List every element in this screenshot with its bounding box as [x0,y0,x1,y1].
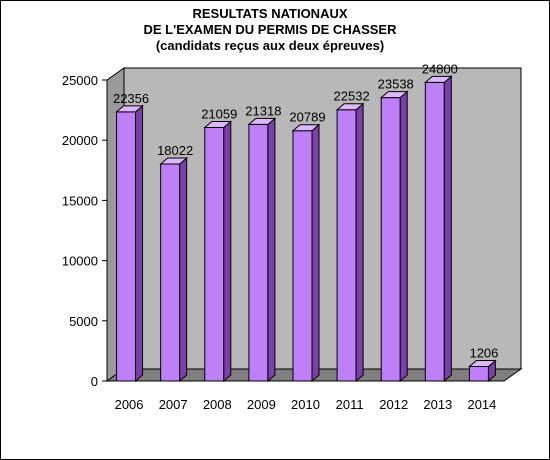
x-tick-label-2007: 2007 [159,397,188,412]
bar-top [379,91,409,99]
bar-top [159,157,189,165]
bar-front [248,123,269,382]
bar-side [179,156,188,383]
bar-top [423,75,453,83]
bar-top [247,117,277,125]
bar-front [292,130,313,382]
bar-front [336,109,357,382]
bar-front [204,126,225,382]
data-label-2012: 23538 [378,77,414,92]
bar-top [335,103,365,111]
y-tick-label: 5000 [69,314,98,329]
x-tick-label-2006: 2006 [115,397,144,412]
bar-top [203,120,233,128]
bar-top [468,359,497,367]
bar-side [443,75,452,383]
chart-title-line-1: RESULTATS NATIONAUX [192,6,348,21]
x-tick-label-2008: 2008 [203,397,232,412]
bar-2014 [468,359,497,383]
data-label-2014: 1206 [469,345,498,360]
bar-2008 [203,120,233,383]
bar-front [468,365,489,382]
bar-2006 [115,104,144,383]
bar-side [223,120,232,383]
x-tick-label-2014: 2014 [467,397,496,412]
bar-2012 [379,90,409,383]
y-tick-label: 20000 [62,133,98,148]
x-tick-label-2013: 2013 [423,397,452,412]
bar-side [267,117,276,383]
data-label-2010: 20789 [289,110,325,125]
bar-top [291,124,321,132]
bar-front [116,111,137,382]
bar-2010 [291,123,321,383]
bar-top [115,105,144,113]
data-label-2009: 21318 [245,103,281,118]
bar-side [135,104,144,383]
chart-title-line-3: (candidats reçus aux deux épreuves) [155,38,385,53]
bar-side [399,90,408,383]
x-tick-label-2012: 2012 [379,397,408,412]
x-tick-label-2009: 2009 [247,397,276,412]
y-tick-label: 0 [91,374,98,389]
y-tick-label: 15000 [62,193,98,208]
data-label-2008: 21059 [201,106,237,121]
bar-front [380,97,401,382]
bar-2013 [423,75,453,383]
data-label-2011: 22532 [334,89,370,104]
bar-2007 [159,156,189,383]
bar-front [160,163,181,382]
bar-side [311,123,320,383]
data-label-2006: 22356 [113,91,149,106]
data-label-2007: 18022 [157,143,193,158]
y-tick-label: 10000 [62,254,98,269]
bar-2009 [247,117,277,383]
x-tick-label-2011: 2011 [336,397,364,412]
y-tick-label: 25000 [62,73,98,88]
chart-title: RESULTATS NATIONAUX DE L'EXAMEN DU PERMI… [0,6,540,54]
bar-front [424,81,445,382]
chart-title-line-2: DE L'EXAMEN DU PERMIS DE CHASSER [143,22,397,37]
x-tick-label-2010: 2010 [291,397,320,412]
data-label-2013: 24800 [422,61,458,76]
bar-side [355,102,364,383]
bar-2011 [335,102,365,383]
